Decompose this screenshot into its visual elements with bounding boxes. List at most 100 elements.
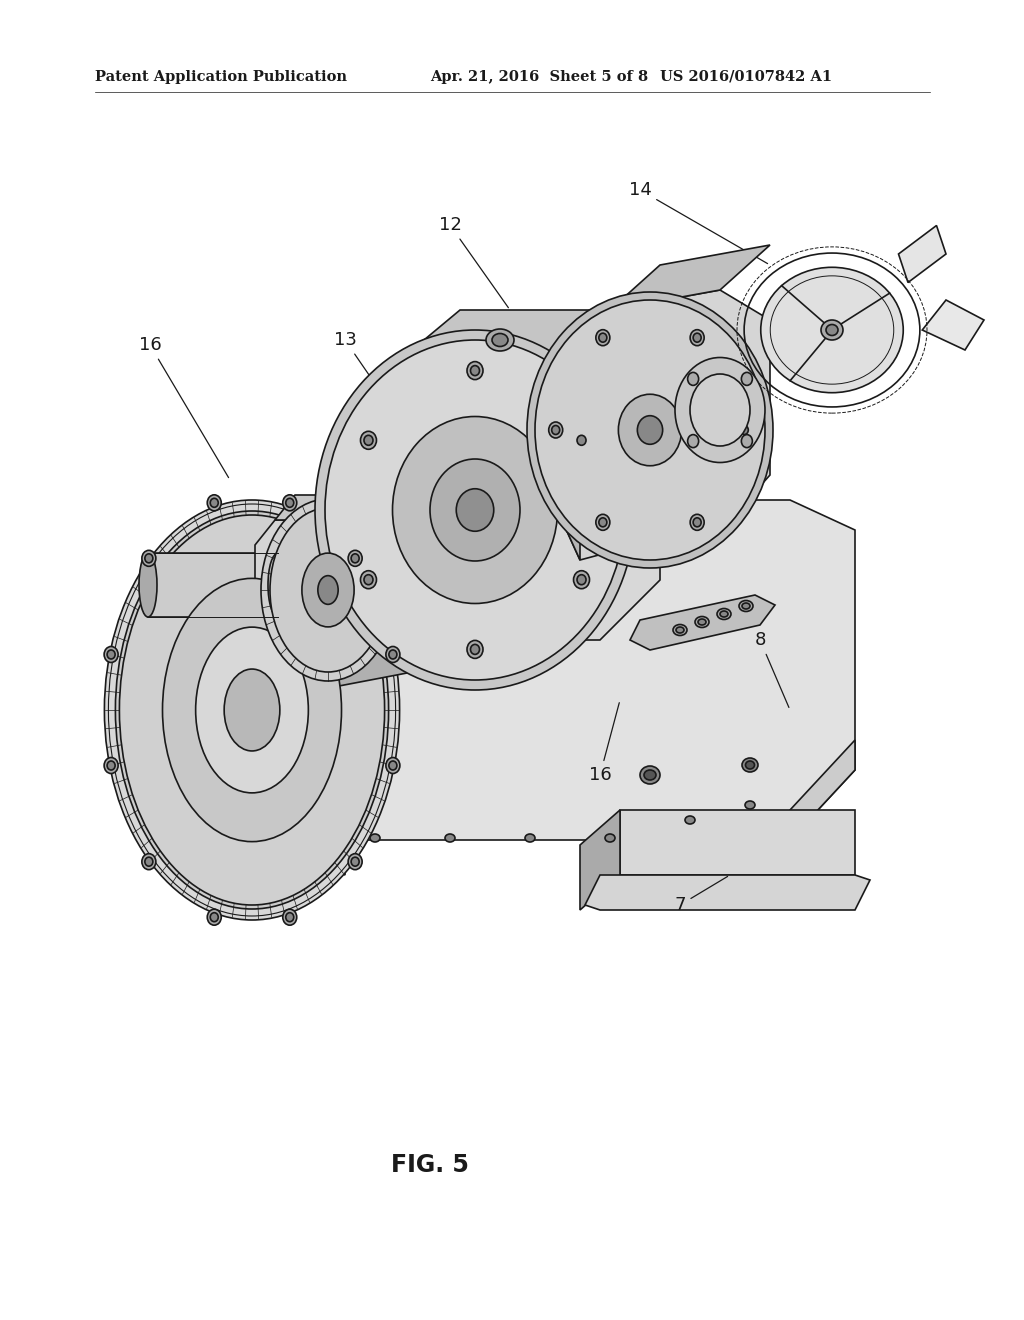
Ellipse shape bbox=[486, 329, 514, 351]
Polygon shape bbox=[585, 875, 870, 909]
Ellipse shape bbox=[492, 334, 508, 346]
Ellipse shape bbox=[386, 758, 400, 774]
Ellipse shape bbox=[690, 374, 750, 446]
Ellipse shape bbox=[535, 300, 765, 560]
Ellipse shape bbox=[605, 834, 615, 842]
Ellipse shape bbox=[698, 619, 706, 624]
Polygon shape bbox=[275, 495, 400, 520]
Ellipse shape bbox=[821, 319, 843, 341]
Ellipse shape bbox=[360, 432, 377, 449]
Text: Apr. 21, 2016  Sheet 5 of 8: Apr. 21, 2016 Sheet 5 of 8 bbox=[430, 70, 648, 84]
Ellipse shape bbox=[207, 495, 221, 511]
Ellipse shape bbox=[348, 550, 362, 566]
Ellipse shape bbox=[599, 517, 607, 527]
Ellipse shape bbox=[573, 432, 590, 449]
Ellipse shape bbox=[741, 372, 753, 385]
Ellipse shape bbox=[745, 801, 755, 809]
Ellipse shape bbox=[268, 553, 288, 616]
Ellipse shape bbox=[325, 341, 625, 680]
Ellipse shape bbox=[470, 644, 479, 655]
Ellipse shape bbox=[317, 576, 338, 605]
Ellipse shape bbox=[676, 627, 684, 634]
Ellipse shape bbox=[596, 515, 610, 531]
Polygon shape bbox=[400, 310, 660, 360]
Ellipse shape bbox=[695, 616, 709, 627]
Text: Patent Application Publication: Patent Application Publication bbox=[95, 70, 347, 84]
Ellipse shape bbox=[552, 425, 560, 434]
Polygon shape bbox=[280, 500, 855, 840]
Ellipse shape bbox=[745, 762, 755, 770]
Ellipse shape bbox=[740, 425, 749, 434]
Ellipse shape bbox=[742, 603, 750, 609]
Ellipse shape bbox=[445, 834, 455, 842]
Ellipse shape bbox=[826, 325, 838, 335]
Ellipse shape bbox=[108, 762, 115, 770]
Text: FIG. 5: FIG. 5 bbox=[391, 1152, 469, 1177]
Ellipse shape bbox=[261, 499, 395, 681]
Ellipse shape bbox=[596, 330, 610, 346]
Polygon shape bbox=[580, 810, 620, 909]
Ellipse shape bbox=[675, 358, 765, 462]
Ellipse shape bbox=[104, 758, 118, 774]
Polygon shape bbox=[620, 810, 855, 875]
Polygon shape bbox=[555, 350, 580, 560]
Ellipse shape bbox=[224, 669, 280, 751]
Ellipse shape bbox=[457, 488, 494, 531]
Ellipse shape bbox=[210, 912, 218, 921]
Ellipse shape bbox=[207, 909, 221, 925]
Text: 13: 13 bbox=[334, 331, 398, 417]
Ellipse shape bbox=[688, 372, 698, 385]
Ellipse shape bbox=[104, 500, 399, 920]
Ellipse shape bbox=[527, 292, 773, 568]
Polygon shape bbox=[923, 300, 984, 350]
Text: 16: 16 bbox=[589, 702, 620, 784]
Ellipse shape bbox=[688, 434, 698, 447]
Ellipse shape bbox=[283, 495, 297, 511]
Ellipse shape bbox=[389, 649, 397, 659]
Polygon shape bbox=[610, 246, 770, 310]
Ellipse shape bbox=[270, 508, 386, 672]
Ellipse shape bbox=[637, 416, 663, 445]
Ellipse shape bbox=[364, 574, 373, 585]
Polygon shape bbox=[898, 226, 946, 282]
Ellipse shape bbox=[739, 601, 753, 611]
Ellipse shape bbox=[644, 770, 656, 780]
Ellipse shape bbox=[351, 857, 359, 866]
Ellipse shape bbox=[470, 366, 479, 376]
Ellipse shape bbox=[761, 267, 903, 393]
Ellipse shape bbox=[549, 422, 563, 438]
Ellipse shape bbox=[360, 570, 377, 589]
Ellipse shape bbox=[693, 333, 701, 342]
Ellipse shape bbox=[108, 649, 115, 659]
Ellipse shape bbox=[673, 624, 687, 635]
Ellipse shape bbox=[577, 436, 586, 445]
Ellipse shape bbox=[685, 816, 695, 824]
Ellipse shape bbox=[302, 553, 354, 627]
Ellipse shape bbox=[315, 330, 635, 690]
Ellipse shape bbox=[690, 330, 705, 346]
Text: US 2016/0107842 A1: US 2016/0107842 A1 bbox=[660, 70, 833, 84]
Text: 14: 14 bbox=[629, 181, 768, 264]
Ellipse shape bbox=[573, 570, 590, 589]
Polygon shape bbox=[292, 610, 580, 696]
Ellipse shape bbox=[163, 578, 342, 842]
Polygon shape bbox=[340, 360, 400, 640]
Ellipse shape bbox=[351, 554, 359, 562]
Ellipse shape bbox=[116, 511, 388, 909]
Ellipse shape bbox=[139, 553, 157, 616]
Ellipse shape bbox=[430, 459, 520, 561]
Ellipse shape bbox=[599, 333, 607, 342]
Text: 8: 8 bbox=[755, 631, 788, 708]
Ellipse shape bbox=[717, 609, 731, 619]
Ellipse shape bbox=[120, 515, 385, 906]
Ellipse shape bbox=[640, 766, 660, 784]
Text: 7: 7 bbox=[674, 876, 728, 913]
Ellipse shape bbox=[386, 647, 400, 663]
Ellipse shape bbox=[392, 417, 557, 603]
Ellipse shape bbox=[467, 640, 483, 659]
Ellipse shape bbox=[467, 362, 483, 380]
Ellipse shape bbox=[693, 517, 701, 527]
Ellipse shape bbox=[142, 550, 156, 566]
Ellipse shape bbox=[364, 436, 373, 445]
Ellipse shape bbox=[618, 395, 682, 466]
